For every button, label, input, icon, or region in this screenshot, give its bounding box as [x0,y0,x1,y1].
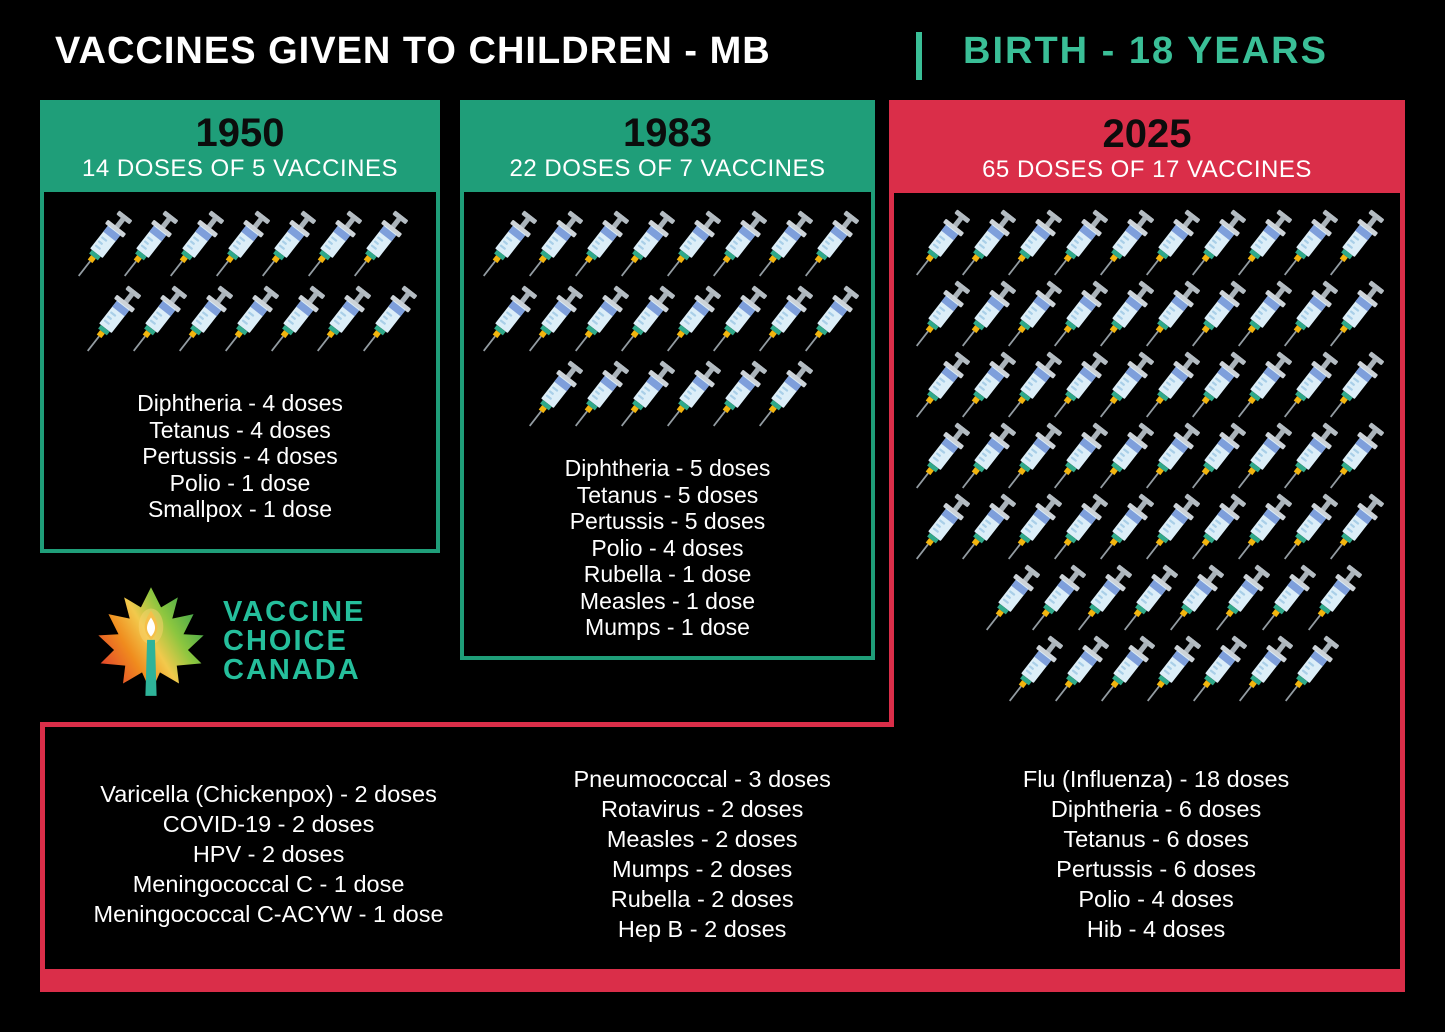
text-line: Polio - 1 dose [169,469,311,496]
text-line: Measles - 2 doses [606,825,798,852]
syringe-dose-cell [1331,493,1377,564]
text-line: Rotavirus - 2 doses [600,795,804,822]
text-line: Polio - 4 doses [591,534,744,561]
syringe-dose-cell [806,208,852,283]
year-label: 2025 [1102,112,1192,156]
maple-leaf-candle-icon [98,587,204,696]
bottom-column-1: Varicella (Chickenpox) - 2 doses COVID-19… [45,738,492,969]
syringe-dose-cell [1331,280,1377,351]
text-line: Meningococcal C - 1 dose [132,870,405,897]
syringe-dose-cell [1286,635,1332,706]
title-divider [916,32,922,80]
text-line: CANADA [223,653,361,686]
text-line: Pertussis - 6 doses [1056,855,1256,882]
syringe-dose-cell [364,283,410,358]
era-box-1983: 1983 22 DOSES OF 7 VACCINES Diphtheria -… [460,100,875,660]
syringe-grid-1950 [44,192,436,358]
era-header-2025: 2025 65 DOSES OF 17 VACCINES [894,105,1400,193]
syringe-row [987,564,1355,635]
syringe-row [917,280,1377,351]
text-line: Hep B - 2 doses [617,915,787,942]
syringe-grid-1983 [464,192,871,433]
text-line: Mumps - 1 dose [585,614,750,640]
syringe-row [917,209,1377,280]
syringe-row [484,283,852,358]
text-line: Diphtheria - 6 doses [1050,795,1262,822]
text-line: Meningococcal C-ACYW - 1 dose [93,900,444,927]
text-line: Measles - 1 dose [579,587,756,614]
syringe-row [484,208,852,283]
syringe-dose-cell [1331,209,1377,280]
vaccine-choice-canada-logo: VACCINE CHOICE CANADA [95,583,365,699]
text-line: Hib - 4 doses [1086,915,1226,942]
text-line: Mumps - 2 doses [612,855,793,882]
text-line: Rubella - 2 doses [610,885,794,912]
text-line: CHOICE [223,624,348,657]
doses-summary: 65 DOSES OF 17 VACCINES [982,156,1312,183]
era-header-1950: 1950 14 DOSES OF 5 VACCINES [44,104,436,192]
syringe-dose-cell [1331,351,1377,422]
syringe-dose-cell [760,358,806,433]
syringe-row [530,358,806,433]
syringe-row [917,351,1377,422]
year-label: 1950 [195,111,285,155]
era-box-2025: 2025 65 DOSES OF 17 VACCINES [889,100,1405,727]
text-line: Pertussis - 4 doses [142,443,338,469]
syringe-dose-cell [1331,422,1377,493]
syringe-dose-cell [806,283,852,358]
syringe-row [1010,635,1332,706]
vaccine-details-2025-box: Varicella (Chickenpox) - 2 doses COVID-19… [40,722,1405,992]
text-line: Flu (Influenza) - 18 doses [1022,765,1290,792]
page-title: VACCINES GIVEN TO CHILDREN - MB [55,30,771,72]
text-line: Diphtheria - 4 doses [137,390,343,416]
text-line: Pertussis - 5 doses [569,508,766,534]
text-line: Tetanus - 6 doses [1063,825,1249,852]
bottom-column-3: Flu (Influenza) - 18 doses Diphtheria - 6… [912,738,1400,969]
syringe-dose-cell [355,208,401,283]
syringe-grid-2025 [894,193,1400,706]
bottom-box-top-border [40,722,894,727]
syringe-row [88,283,410,358]
text-line: Tetanus - 5 doses [576,481,759,508]
doses-summary: 14 DOSES OF 5 VACCINES [82,155,398,182]
bottom-column-2: Pneumococcal - 3 doses Rotavirus - 2 dose… [492,738,912,969]
vaccine-list-1950: Diphtheria - 4 doses Tetanus - 4 doses Per… [44,390,436,523]
text-line: Diphtheria - 5 doses [564,455,771,481]
doses-summary: 22 DOSES OF 7 VACCINES [509,155,826,182]
logo-text: VACCINE CHOICE CANADA [223,595,366,686]
syringe-row [917,422,1377,493]
text-line: Tetanus - 4 doses [149,416,331,443]
text-line: Rubella - 1 dose [583,561,752,587]
syringe-row [917,493,1377,564]
year-label: 1983 [623,111,712,155]
age-range-title: BIRTH - 18 YEARS [963,30,1328,72]
text-line: Smallpox - 1 dose [147,496,333,522]
text-line: HPV - 2 doses [192,840,345,867]
syringe-row [79,208,401,283]
era-header-1983: 1983 22 DOSES OF 7 VACCINES [464,104,871,192]
text-line: Polio - 4 doses [1078,885,1234,912]
text-line: COVID-19 - 2 doses [162,810,375,837]
syringe-dose-cell [1309,564,1355,635]
text-line: Pneumococcal - 3 doses [573,765,831,792]
era-box-1950: 1950 14 DOSES OF 5 VACCINES Diphtheria -… [40,100,440,553]
vaccine-list-1983: Diphtheria - 5 doses Tetanus - 5 doses Per… [464,455,871,641]
text-line: VACCINE [223,595,366,628]
text-line: Varicella (Chickenpox) - 2 doses [100,780,437,807]
